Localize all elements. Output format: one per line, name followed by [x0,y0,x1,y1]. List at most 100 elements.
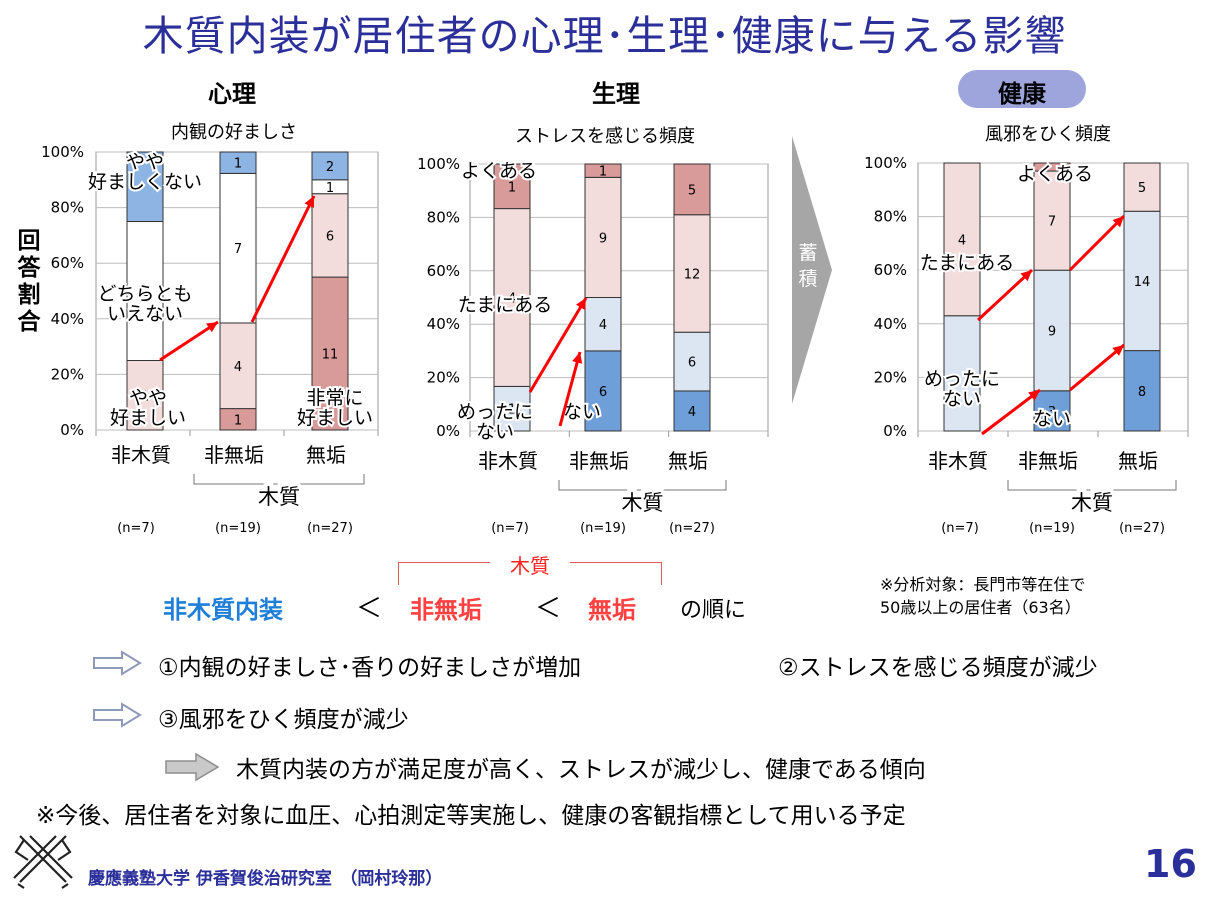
y-tick-label: 40% [427,315,460,333]
category-annotation: ない [943,388,981,410]
sample-size-label: (n=27) [1119,521,1165,536]
y-tick-label: 0% [883,422,907,440]
section-health: 健康 [998,80,1046,108]
y-tick-label: 40% [51,310,84,328]
bar-count-label: 4 [599,318,607,333]
bar-count-label: 2 [141,285,149,300]
bar-count-label: 9 [599,231,607,246]
y-axis-title-char: 割 [17,282,41,308]
bar-segment [126,151,164,222]
trend-arrow-head [1028,390,1040,401]
outline-arrow-icon [93,702,142,728]
y-tick-label: 100% [864,154,907,172]
rank-lt-1: ＜ [356,594,383,624]
category-annotation: ない [1033,408,1071,430]
charts-layer: 0%20%40%60%80%100%12非木質(n=7)1471非無垢(n=19… [41,143,1189,536]
y-tick-label: 80% [427,208,460,226]
bar-count-label: 1 [234,413,242,428]
category-annotation: 好ましい [297,407,373,429]
trend-arrow [1068,214,1126,272]
footer-lab: 慶應義塾大学 伊香賀俊治研究室 （岡村玲那） [88,869,443,889]
bar-count-label: 6 [326,229,334,244]
wood-group-bracket [558,480,727,491]
bar-segment [1033,390,1071,432]
bar-segment [126,221,164,361]
trend-arrow [558,351,582,427]
chart-preference: 0% 20% 40% 60% 80% 100% 1 2 非木質 (n=7) 1 4 7 1 非無垢 (n=19… [41,143,379,536]
bar-segment [1033,269,1071,392]
bar-segment [673,163,711,216]
trend-arrow-head [1020,270,1032,282]
y-axis-title-char: 回 [17,228,41,254]
y-axis-title-text: 回答割合 [14,228,44,336]
wood-group-label: 木質 [1071,491,1113,515]
bar-count-label: 12 [684,267,701,282]
bar-count-label: 4 [688,405,696,420]
category-annotation: よくある [1017,163,1093,185]
bar-segment [673,390,711,432]
rank-solid: 無垢 [588,596,636,624]
trend-arrow-head [1112,345,1124,356]
bar-count-label: 7 [1048,215,1056,230]
x-category-label: 無垢 [306,443,346,467]
sample-size-label: (n=7) [491,521,529,536]
trend-arrow-head [304,196,314,208]
category-annotation: めったに [924,368,1000,390]
bar-count-label: 1 [141,389,149,404]
section-psych: 心理 [208,80,256,108]
chart-cold: 0% 20% 40% 60% 80% 100% 4 非木質 (n=7) 3 9 7 非無垢 (n=19) 8… [864,154,1189,536]
trend-arrow-head [206,322,218,333]
bar-count-label: 1 [508,403,516,418]
y-tick-label: 20% [874,368,907,386]
bar-count-label: 3 [1048,405,1056,420]
rank-nonsolid: 非無垢 [410,596,482,624]
bar-segment [943,315,981,432]
filled-arrow-icon [165,752,220,782]
x-category-label: 非木質 [928,449,988,473]
bar-count-label: 14 [1134,275,1151,290]
sample-size-label: (n=19) [580,521,626,536]
y-tick-label: 80% [51,199,84,217]
y-tick-label: 100% [41,143,84,161]
bar-segment [493,163,531,210]
x-category-label: 非木質 [478,449,538,473]
bar-segment [219,322,257,410]
bar-count-label: 9 [1048,325,1056,340]
y-tick-label: 60% [874,261,907,279]
sample-size-label: (n=27) [307,521,353,536]
sample-size-label: (n=7) [941,521,979,536]
y-tick-label: 0% [60,421,84,439]
outline-arrow-icon [93,650,142,676]
sample-size-label: (n=19) [215,521,261,536]
y-tick-label: 0% [436,422,460,440]
category-annotation: やや [129,387,167,409]
category-annotation: ない [476,421,514,443]
x-category-label: 非無垢 [204,443,264,467]
category-annotation: めったに [457,401,533,423]
trend-arrow [159,320,219,362]
note-line-1: ※分析対象：長門市等在住で [880,575,1086,594]
bar-count-label: 5 [688,183,696,198]
bar-segment [584,297,622,352]
bar-segment [311,193,349,278]
bar-segment [584,176,622,299]
trend-arrow [250,195,316,323]
x-category-label: 無垢 [668,449,708,473]
bar-count-label: 6 [599,385,607,400]
y-tick-label: 40% [874,315,907,333]
chart-title-1: 内観の好ましさ [171,122,297,143]
chart-title-2: ストレスを感じる頻度 [515,126,695,147]
bar-segment [126,360,164,431]
bar-count-label: 8 [1138,385,1146,400]
note-line-2: 50歳以上の居住者（63名） [880,598,1081,617]
y-tick-label: 60% [427,262,460,280]
bar-count-label: 1 [326,181,334,196]
x-category-label: 非無垢 [569,449,629,473]
chart-stress: 0% 20% 40% 60% 80% 100% 1 4 1 非木質 (n=7) 6 4 9 1 非無垢 (n=1… [417,155,769,536]
accumulate-label: 蓄 積 [796,240,820,292]
conclusion-3: ③風邪をひく頻度が減少 [158,707,409,733]
bar-segment [219,151,257,174]
category-annotation: たまにある [920,252,1014,274]
university-pen-logo-icon [13,835,73,889]
trend-arrow-head [572,352,583,364]
